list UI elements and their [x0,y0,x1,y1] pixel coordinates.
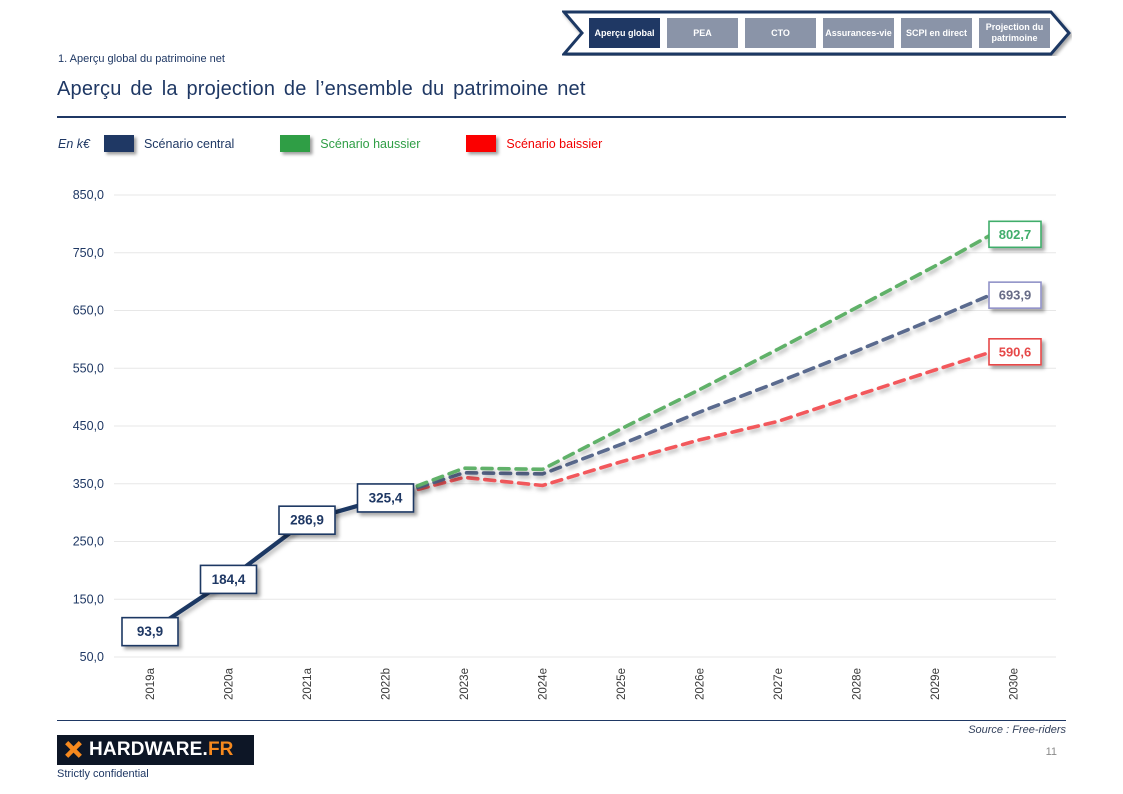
legend-label-central: Scénario central [143,136,235,151]
end-label: 590,6 [988,338,1042,366]
svg-text:325,4: 325,4 [369,490,403,505]
x-tick-label: 2019a [145,667,157,700]
y-tick-label: 50,0 [80,650,104,664]
page-title: Aperçu de la projection de l’ensemble du… [57,78,586,100]
legend-item-central: Scénario central [103,135,235,152]
point-label: 184,4 [199,564,258,595]
svg-text:693,9: 693,9 [999,288,1032,303]
x-tick-label: 2024e [538,668,550,700]
tab-pea[interactable]: PEA [667,18,738,48]
hardware-fr-logo-icon [65,740,82,758]
patrimoine-projection-chart: 850,0 750,0 650,0 550,0 450,0 350,0 250,0 150,0… [73,188,1056,700]
point-label: 286,9 [278,505,336,535]
svg-text:802,7: 802,7 [999,227,1032,242]
x-tick-label: 2023e [459,668,471,700]
series-line [383,283,1016,500]
svg-text:590,6: 590,6 [999,344,1032,359]
logo-suffix: FR [207,739,234,760]
page-number: 11 [1045,746,1057,758]
top-navbar: Aperçu global PEA CTO Assurances-vie SCP… [562,10,1072,56]
nav-tabs: Aperçu global PEA CTO Assurances-vie SCP… [589,18,1050,48]
unit-label: En k€ [58,136,90,151]
point-label: 325,4 [356,483,415,513]
y-tick-label: 250,0 [73,535,104,549]
legend-item-baissier: Scénario baissier [466,135,602,152]
y-tick-label: 350,0 [73,477,104,491]
x-tick-label: 2026e [695,668,707,700]
series-line [383,343,1016,500]
y-tick-label: 150,0 [73,592,104,606]
series-line [383,220,1016,500]
x-tick-label: 2027e [773,668,785,700]
hardware-fr-logo: HARDWARE. FR [57,735,254,765]
y-tick-label: 750,0 [73,246,104,260]
x-tick-label: 2025e [616,668,628,700]
footer-rule [57,720,1066,721]
y-tick-label: 650,0 [73,304,104,318]
source-note: Source : Free-riders [968,724,1066,736]
tab-assurances-vie[interactable]: Assurances-vie [823,18,894,48]
legend-swatch-baissier [466,135,497,152]
x-tick-label: 2021a [302,667,314,700]
x-tick-label: 2030e [1009,668,1021,700]
legend-label-baissier: Scénario baissier [506,136,603,151]
x-tick-label: 2020a [224,667,236,700]
confidential-note: Strictly confidential [57,768,149,780]
point-label: 93,9 [121,616,179,647]
series-line [147,495,388,634]
y-tick-label: 850,0 [73,188,104,202]
svg-text:184,4: 184,4 [212,572,246,587]
tab-apercu-global[interactable]: Aperçu global [589,18,660,48]
y-tick-label: 550,0 [73,361,104,375]
tab-projection-du-patrimoine[interactable]: Projection du patrimoine [979,18,1050,48]
legend-label-haussier: Scénario haussier [320,136,421,151]
x-tick-label: 2022b [381,668,393,700]
breadcrumb: 1. Aperçu global du patrimoine net [58,53,225,65]
end-label: 693,9 [988,281,1042,309]
y-tick-label: 450,0 [73,419,104,433]
x-tick-label: 2029e [930,668,942,700]
x-tick-label: 2028e [852,668,864,700]
svg-text:93,9: 93,9 [137,624,163,639]
svg-text:286,9: 286,9 [290,513,324,528]
logo-text: HARDWARE. [89,739,208,760]
legend-swatch-haussier [280,135,311,152]
legend-item-haussier: Scénario haussier [280,135,420,152]
tab-cto[interactable]: CTO [745,18,816,48]
tab-scpi-en-direct[interactable]: SCPI en direct [901,18,972,48]
legend-swatch-central [103,135,134,152]
title-rule [57,116,1066,118]
end-label: 802,7 [988,220,1042,249]
chart-legend: En k€ Scénario central Scénario haussier… [58,135,648,152]
